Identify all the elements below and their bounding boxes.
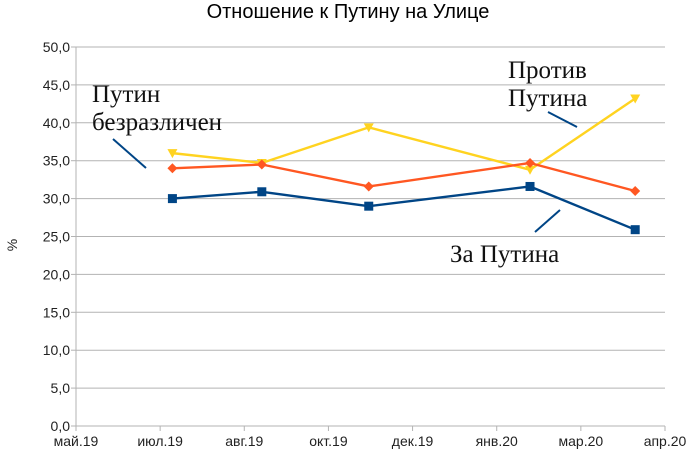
data-point-protiv bbox=[363, 123, 374, 133]
data-point-bezrazlichen bbox=[363, 181, 374, 192]
y-tick-labels: 0,0 5,0 10,0 15,0 20,0 25,0 30,0 35,0 40,0 45,0 50… bbox=[43, 39, 70, 434]
y-tick-label: 50,0 bbox=[43, 39, 70, 55]
x-tick-label: окт.19 bbox=[309, 433, 348, 449]
x-tick-label: июл.19 bbox=[137, 433, 183, 449]
y-tick-label: 0,0 bbox=[51, 418, 71, 434]
data-point-za bbox=[167, 194, 177, 204]
annotation-label-protiv: Против bbox=[508, 57, 587, 84]
data-point-protiv bbox=[167, 149, 178, 159]
y-tick-label: 25,0 bbox=[43, 229, 70, 245]
annotation-leader-line bbox=[112, 138, 147, 169]
annotation-label-protiv: Путина bbox=[508, 85, 587, 112]
x-tick-label: апр.20 bbox=[644, 433, 687, 449]
annotation-label-bezrazlichen: Путин bbox=[92, 81, 160, 108]
x-tick-label: май.19 bbox=[54, 433, 99, 449]
annotation-leader-line bbox=[534, 209, 561, 233]
annotation-label-za: За Путина bbox=[450, 241, 559, 268]
y-tick-label: 40,0 bbox=[43, 115, 70, 131]
data-point-bezrazlichen bbox=[525, 157, 536, 168]
data-point-bezrazlichen bbox=[256, 159, 267, 170]
series-line-bezrazlichen bbox=[172, 161, 636, 193]
series-line-za bbox=[172, 185, 636, 231]
data-point-za bbox=[525, 181, 535, 191]
x-tick-label: авг.19 bbox=[225, 433, 263, 449]
y-tick-label: 30,0 bbox=[43, 191, 70, 207]
chart-title: Отношение к Путину на Улице bbox=[207, 1, 490, 23]
y-tick-label: 45,0 bbox=[43, 77, 70, 93]
series-markers bbox=[167, 94, 641, 235]
annotation-leader-line bbox=[547, 111, 578, 128]
y-tick-label: 20,0 bbox=[43, 266, 70, 282]
y-tick-label: 10,0 bbox=[43, 342, 70, 358]
y-tick-label: 5,0 bbox=[51, 380, 71, 396]
x-tick-labels: май.19 июл.19 авг.19 окт.19 дек.19 янв.20 мар.… bbox=[54, 433, 687, 449]
y-tick-label: 35,0 bbox=[43, 153, 70, 169]
series-lines bbox=[172, 97, 636, 231]
annotation-label-bezrazlichen: безразличен bbox=[92, 109, 222, 136]
axes bbox=[71, 46, 666, 431]
data-point-protiv bbox=[525, 165, 536, 175]
data-point-za bbox=[630, 225, 640, 235]
x-tick-label: мар.20 bbox=[559, 433, 604, 449]
data-point-bezrazlichen bbox=[167, 163, 178, 174]
data-point-protiv bbox=[630, 94, 641, 104]
y-axis-label: % bbox=[4, 239, 20, 251]
data-point-za bbox=[364, 201, 374, 211]
x-tick-label: янв.20 bbox=[476, 433, 518, 449]
x-tick-label: дек.19 bbox=[392, 433, 434, 449]
data-point-za bbox=[257, 187, 267, 197]
data-point-bezrazlichen bbox=[630, 186, 641, 197]
y-tick-label: 15,0 bbox=[43, 304, 70, 320]
